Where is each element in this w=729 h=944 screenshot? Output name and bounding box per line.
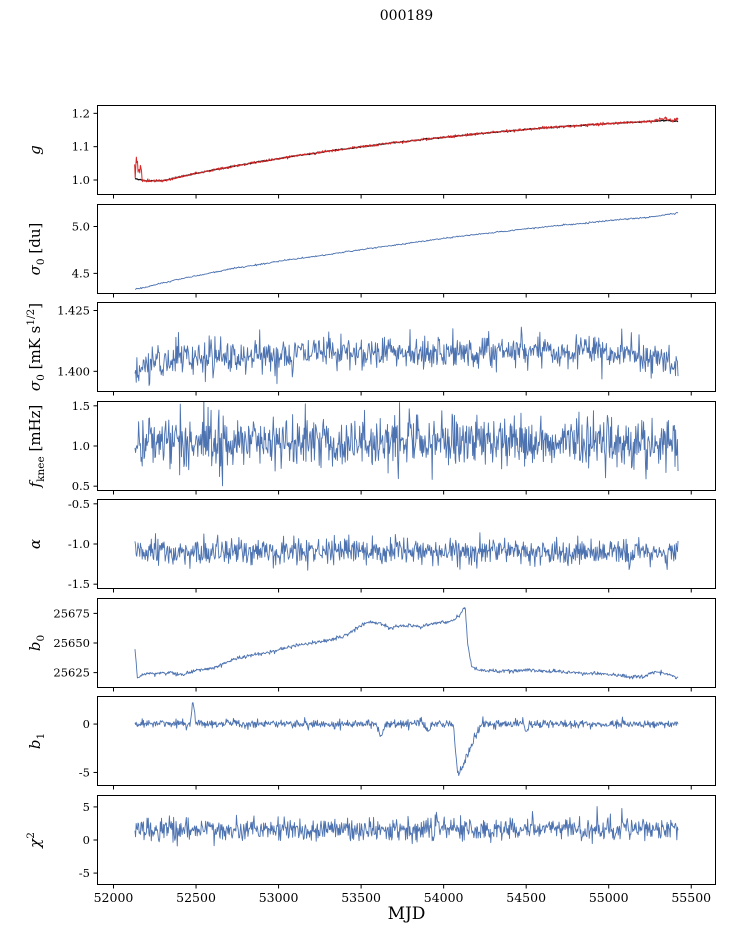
y-axis-label-sigma0-du: σ0 [du] [26, 222, 47, 275]
series-line-gain-data [134, 116, 679, 183]
y-tick-label: -0.5 [68, 497, 90, 511]
y-tick-label: 4.5 [72, 266, 90, 280]
y-tick-label: 25625 [53, 665, 90, 679]
series-line-chi2 [134, 805, 679, 846]
y-tick-label: 1.0 [72, 439, 90, 453]
y-tick-label: -5 [79, 765, 90, 779]
y-tick-label: -1.0 [68, 537, 90, 551]
y-tick-label: 1.5 [72, 398, 90, 412]
series-group [134, 326, 679, 386]
series-group [134, 606, 679, 679]
axes-frame [97, 696, 716, 786]
series-line-fknee [134, 400, 679, 486]
series-line-b0 [134, 606, 679, 679]
y-tick-label: 25650 [53, 636, 90, 650]
y-tick-label: 25675 [53, 606, 90, 620]
y-axis-label-g: g [26, 145, 44, 155]
axes-frame [97, 794, 716, 885]
axes-frame [97, 400, 716, 491]
x-tick-label: 55000 [589, 890, 629, 905]
series-line-sigma0-mks [134, 326, 679, 386]
y-tick-label: 0 [83, 717, 90, 731]
y-tick-label: 0 [83, 833, 90, 847]
x-tick-label: 53500 [341, 890, 381, 905]
figure-title: 000189 [379, 8, 434, 24]
series-group [134, 702, 679, 776]
series-line-gain-model [134, 119, 679, 182]
x-tick-label: 52000 [94, 890, 134, 905]
y-tick-label: 0.5 [72, 479, 90, 493]
series-group [134, 532, 679, 571]
panel-sigma0-mks: 1.400 1.425 σ0 [mK s1/2] [25, 302, 716, 396]
series-line-alpha [134, 532, 679, 571]
y-tick-label: 1.1 [72, 140, 90, 154]
x-tick-label: 52500 [176, 890, 216, 905]
y-axis-label-b0: b0 [26, 634, 47, 650]
panel-b1: -5 0 b1 [26, 696, 716, 790]
x-tick-label: 54000 [424, 890, 464, 905]
series-group [134, 116, 679, 183]
y-axis-label-sigma0-mks: σ0 [mK s1/2] [25, 303, 47, 391]
y-tick-label: 1.0 [72, 173, 90, 187]
x-tick-label: 54500 [506, 890, 546, 905]
panel-g: 1.0 1.1 1.2 g [26, 105, 716, 199]
axes-frame [97, 597, 716, 688]
y-axis-label-chi2: χ2 [25, 832, 44, 849]
panel-chi2: -5 0 5 52000 52500 53000 53500 54000 54500 55000 5… [25, 794, 716, 905]
y-tick-label: 5.0 [72, 219, 90, 233]
axes-frame [97, 499, 716, 589]
y-tick-label: 1.2 [72, 106, 90, 120]
axes-frame [97, 203, 716, 294]
series-line-b1 [134, 702, 679, 776]
y-tick-label: -5 [79, 866, 90, 880]
y-axis-label-b1: b1 [26, 733, 47, 749]
series-line-sigma0-du [134, 211, 679, 290]
panel-fknee: 0.5 1.0 1.5 fknee [mHz] [26, 398, 716, 494]
series-group [134, 400, 679, 486]
x-tick-label: 53000 [259, 890, 299, 905]
x-tick-label: 55500 [671, 890, 711, 905]
y-tick-label: -1.5 [68, 577, 90, 591]
series-group [134, 211, 679, 290]
axes-frame [97, 302, 716, 392]
y-axis-label-fknee: fknee [mHz] [26, 404, 47, 488]
panel-alpha: -1.5 -1.0 -0.5 α [26, 497, 716, 593]
x-axis-label: MJD [387, 904, 426, 924]
y-tick-label: 1.425 [57, 304, 90, 318]
panel-b0: 25625 25650 25675 b0 [26, 597, 716, 691]
y-tick-label: 1.400 [57, 364, 90, 378]
series-group [134, 805, 679, 846]
panel-sigma0-du: 4.5 5.0 σ0 [du] [26, 203, 716, 297]
axes-frame [97, 105, 716, 195]
y-tick-label: 5 [83, 799, 90, 813]
y-axis-label-alpha: α [26, 539, 44, 549]
